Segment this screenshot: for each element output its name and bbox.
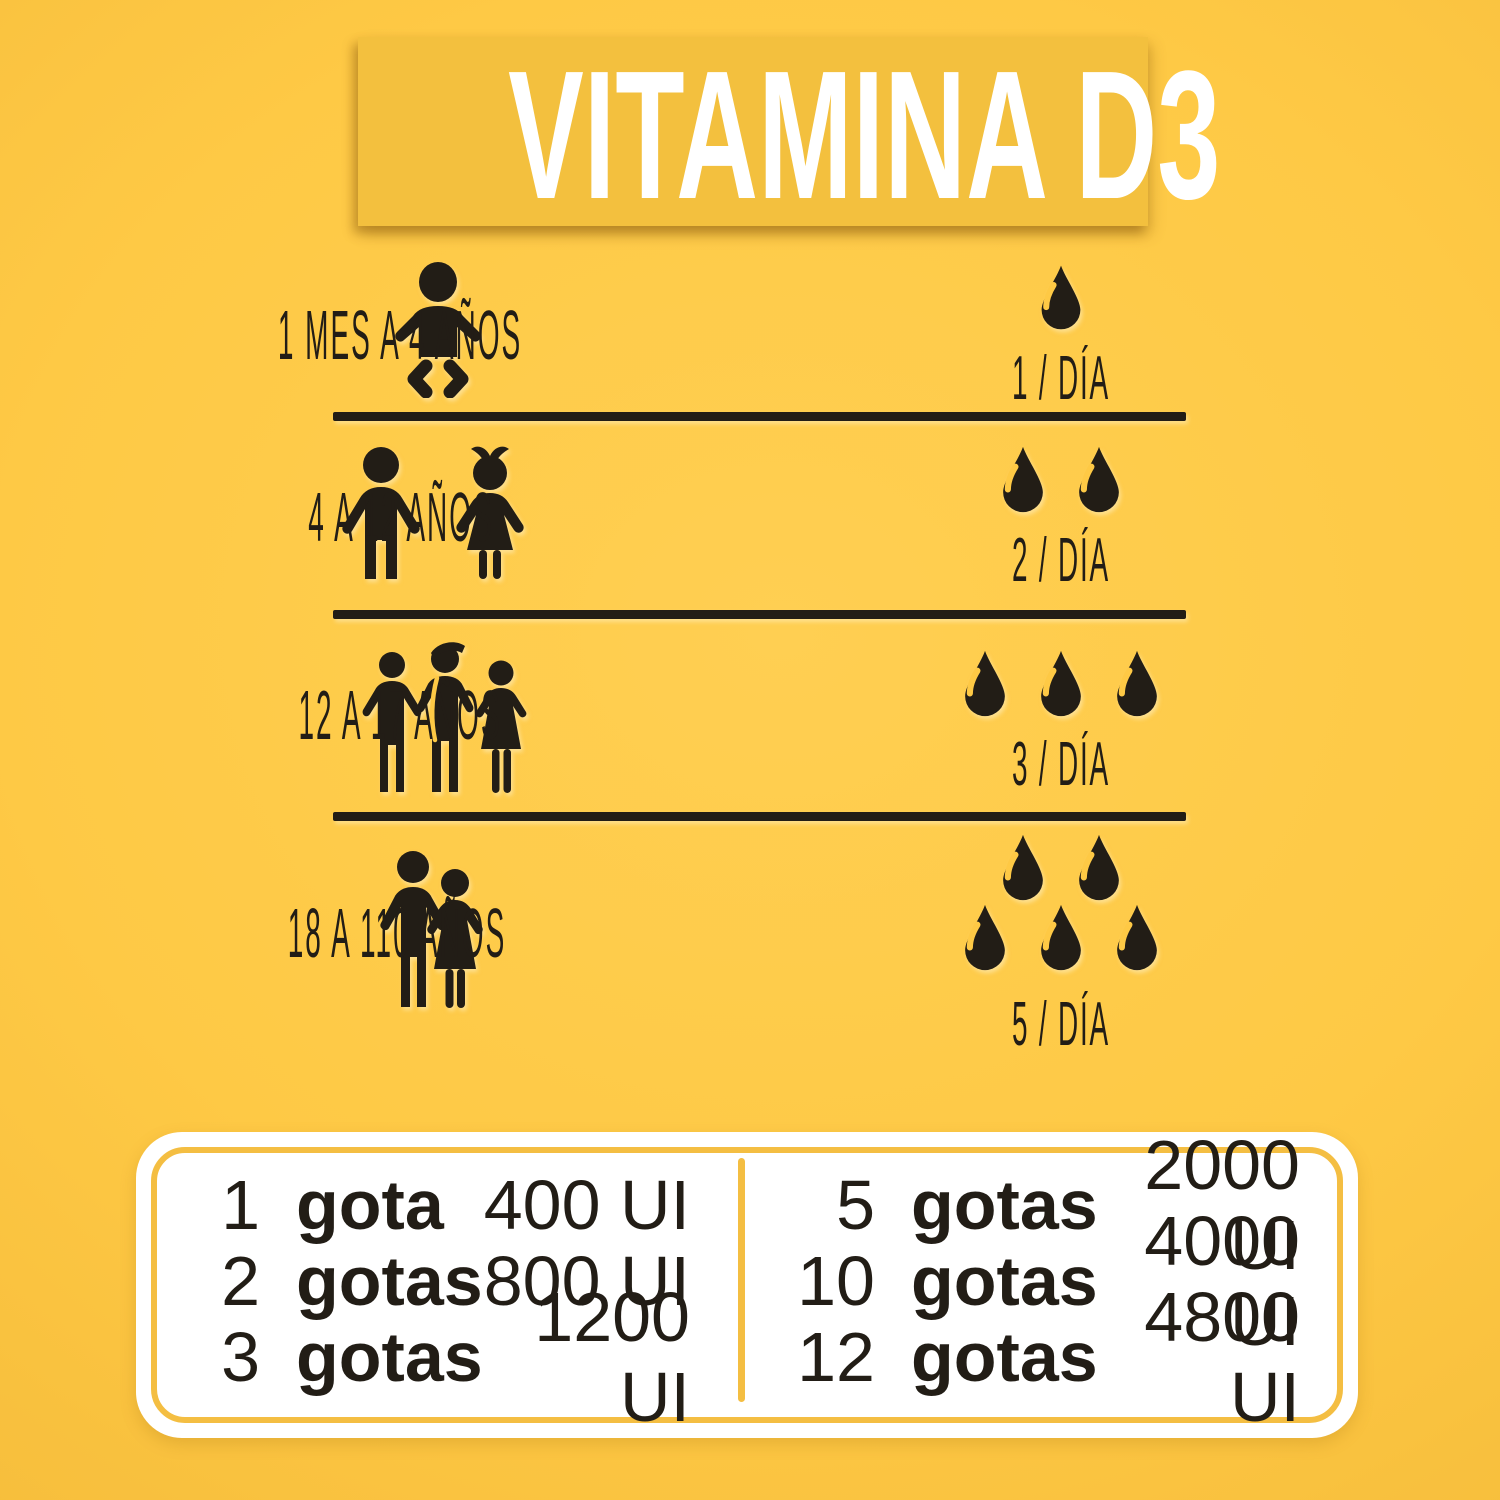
- iu-value: 800 UI: [483, 1242, 690, 1320]
- dose-drops-children: 2 / DÍA: [931, 444, 1191, 595]
- iu-value: 4800 UI: [1144, 1278, 1300, 1436]
- iu-value: 1200 UI: [534, 1278, 690, 1436]
- drop-line: [960, 648, 1162, 718]
- drop-count: 12: [797, 1318, 875, 1396]
- age-range-label: 12 A 17 AÑOS: [298, 676, 502, 754]
- table-row: 2 gotas 800 UI: [200, 1242, 690, 1320]
- drop-group: [1037, 258, 1085, 336]
- dose-per-day-label: 3 / DÍA: [1012, 730, 1110, 799]
- table-row: 12 gotas 4800 UI: [795, 1278, 1300, 1436]
- title-banner: VITAMINA D3: [358, 32, 1221, 237]
- teenagers-icon: [362, 642, 527, 793]
- drop-unit: gotas: [911, 1242, 1098, 1320]
- drop-unit: gota: [296, 1166, 444, 1244]
- table-row: 1 gota 400 UI: [200, 1166, 690, 1244]
- boy-girl-icon: [342, 446, 524, 579]
- dosage-table: 1 gota 400 UI 2 gotas 800 UI 3 gotas 120…: [136, 1126, 1358, 1438]
- drop-group: [960, 832, 1162, 972]
- drop-line: [960, 902, 1162, 972]
- dose-per-day-label: 2 / DÍA: [1012, 526, 1110, 595]
- row-separator: [333, 610, 1186, 619]
- row-separator: [333, 412, 1186, 421]
- age-range-label: 4 A 12 AÑOS: [308, 478, 494, 556]
- table-column-divider: [738, 1158, 745, 1402]
- dose-drops-adults: 5 / DÍA: [931, 832, 1191, 1059]
- drop-icon: [1079, 834, 1119, 901]
- drop-icon: [1041, 265, 1081, 330]
- drop-icon: [965, 904, 1005, 971]
- drop-line: [960, 832, 1162, 902]
- drop-count: 2: [221, 1242, 260, 1320]
- drop-icon: [1079, 446, 1119, 513]
- drop-icon: [1003, 834, 1043, 901]
- drop-unit: gotas: [296, 1242, 483, 1320]
- table-row: 3 gotas 1200 UI: [200, 1278, 690, 1436]
- table-row: 5 gotas 2000 UI: [795, 1126, 1300, 1284]
- iu-value: 2000 UI: [1144, 1126, 1300, 1284]
- drop-icon: [1041, 904, 1081, 971]
- drop-icon: [1003, 446, 1043, 513]
- row-separator: [333, 812, 1186, 821]
- drop-unit: gotas: [911, 1166, 1098, 1244]
- drop-group: [998, 444, 1124, 514]
- iu-value: 400 UI: [483, 1166, 690, 1244]
- page-title: VITAMINA D3: [508, 32, 1221, 237]
- drop-count: 1: [221, 1166, 260, 1244]
- dosage-column-right: 5 gotas 2000 UI 10 gotas 4000 UI 12 gota…: [795, 1126, 1300, 1436]
- drop-unit: gotas: [911, 1318, 1098, 1396]
- baby-icon: [395, 262, 481, 398]
- drop-count: 5: [836, 1166, 875, 1244]
- drop-unit: gotas: [296, 1318, 483, 1396]
- iu-value: 4000 UI: [1144, 1202, 1300, 1360]
- drop-count: 3: [221, 1318, 260, 1396]
- dose-drops-teens: 3 / DÍA: [931, 648, 1191, 799]
- drop-line: [1037, 258, 1085, 336]
- dosage-table-border: [151, 1147, 1343, 1423]
- age-range-label: 1 MES A 4 AÑOS: [277, 296, 523, 374]
- dose-per-day-label: 1 / DÍA: [1012, 344, 1110, 413]
- drop-icon: [1117, 650, 1157, 717]
- drop-icon: [1117, 904, 1157, 971]
- drop-count: 10: [797, 1242, 875, 1320]
- table-row: 10 gotas 4000 UI: [795, 1202, 1300, 1360]
- drop-line: [998, 444, 1124, 514]
- dosage-column-left: 1 gota 400 UI 2 gotas 800 UI 3 gotas 120…: [200, 1166, 690, 1436]
- dose-per-day-label: 5 / DÍA: [1012, 990, 1110, 1059]
- dose-drops-infants: 1 / DÍA: [931, 258, 1191, 413]
- drop-icon: [1041, 650, 1081, 717]
- drop-icon: [965, 650, 1005, 717]
- drop-group: [960, 648, 1162, 718]
- adult-couple-icon: [380, 851, 483, 1008]
- age-range-label: 18 A 110 AÑOS: [287, 894, 507, 972]
